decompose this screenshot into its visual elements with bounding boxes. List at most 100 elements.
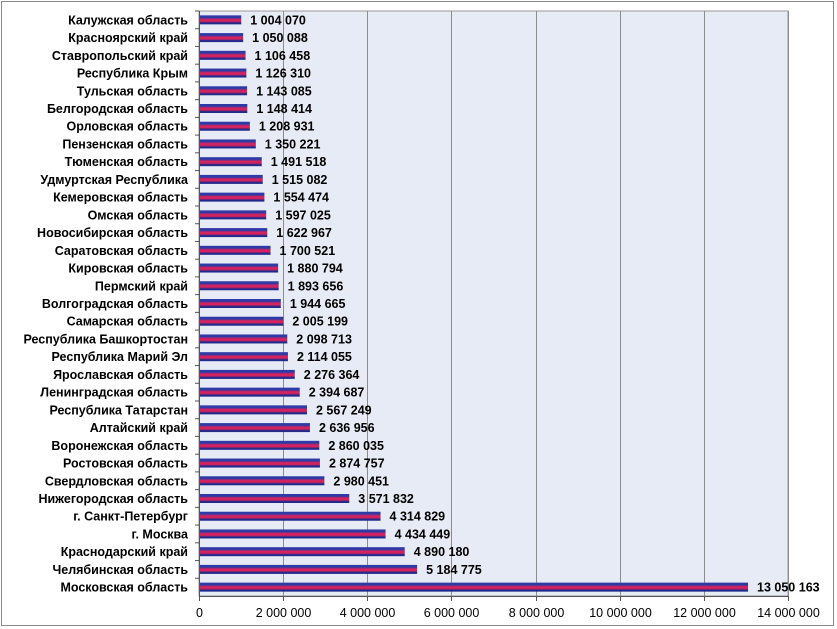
value-label: 2 860 035 [328,439,384,453]
value-label: 1 050 088 [252,31,308,45]
bar [200,15,242,25]
value-label: 13 050 163 [757,581,820,595]
category-label: Красноярский край [68,31,188,45]
value-label: 1 622 967 [276,226,332,240]
bar [200,174,263,184]
bar [200,423,310,433]
category-label: Воронежская область [51,439,188,453]
value-label: 1 148 414 [256,102,312,116]
category-label: Удмуртская Республика [40,173,189,187]
bar [200,440,320,450]
value-label: 2 394 687 [309,386,365,400]
value-label: 1 208 931 [259,120,315,134]
bar [200,281,279,291]
bar [200,387,300,397]
category-label: Челябинская область [52,563,188,577]
category-label: Тюменская область [65,155,189,169]
value-labels: 1 004 070 1 050 088 1 106 458 1 126 310 1 14… [250,13,819,594]
x-tick-label: 6 000 000 [424,606,480,620]
bar [200,121,250,131]
value-label: 4 314 829 [390,510,446,524]
category-label: Омская область [88,208,189,222]
bar [200,210,267,220]
category-label: Пензенская область [62,137,188,151]
category-label: г. Москва [132,527,190,541]
x-tick-label: 10 000 000 [589,606,652,620]
category-label: Саратовская область [55,244,189,258]
bar [200,582,749,592]
bar [200,511,381,521]
bar [200,369,295,379]
bar [200,458,320,468]
value-label: 1 554 474 [273,191,329,205]
bar [200,529,386,539]
category-label: Ярославская область [53,368,188,382]
bar [200,139,256,149]
category-label: Свердловская область [45,474,188,488]
bar [200,104,248,113]
category-label: Самарская область [67,315,189,329]
bar [200,68,247,78]
value-label: 2 636 956 [319,421,375,435]
value-label: 2 276 364 [304,368,360,382]
plot-area [198,10,789,597]
category-label: Ленинградская область [40,386,188,400]
value-label: 2 005 199 [292,315,348,329]
bar [200,192,265,202]
bar [200,86,248,96]
bar [200,50,246,60]
bar [200,245,271,255]
bar [200,228,268,238]
category-label: Ставропольский край [52,49,188,63]
value-label: 2 098 713 [296,332,352,346]
category-label: Республика Крым [77,67,188,81]
category-label: Московская область [60,581,188,595]
x-tick-label: 8 000 000 [509,606,565,620]
category-label: Республика Марий Эл [52,350,189,364]
category-label: Кемеровская область [53,191,188,205]
value-label: 1 106 458 [255,49,311,63]
bar [200,405,308,415]
bar [200,352,288,362]
x-tick-label: 0 [196,606,203,620]
value-label: 3 571 832 [358,492,414,506]
value-label: 1 700 521 [280,244,336,258]
bar [200,263,279,273]
x-tick-label: 2 000 000 [256,606,312,620]
value-label: 1 893 656 [288,279,344,293]
category-label: Новосибирская область [37,226,188,240]
value-label: 4 890 180 [414,545,470,559]
value-label: 2 874 757 [329,457,385,471]
category-label: Волгоградская область [42,297,188,311]
x-axis: 0 2 000 000 4 000 000 6 000 000 8 000 000 10 … [195,10,820,620]
category-label: Пермский край [95,279,188,293]
category-label: Орловская область [67,120,189,134]
value-label: 2 567 249 [316,403,372,417]
value-label: 1 004 070 [250,13,306,27]
category-label: Кировская область [68,262,188,276]
value-label: 2 980 451 [333,474,389,488]
value-label: 1 515 082 [272,173,328,187]
bar [200,299,281,308]
category-label: Республика Башкортостан [23,332,188,346]
value-label: 4 434 449 [395,527,451,541]
x-tick-label: 14 000 000 [757,606,820,620]
value-label: 1 880 794 [287,262,343,276]
value-label: 2 114 055 [297,350,352,364]
bar [200,476,325,486]
bar [200,33,244,43]
category-label: Тульская область [77,84,189,98]
bar [200,334,288,344]
bar [200,157,262,167]
category-label: Калужская область [68,13,188,27]
category-label: Белгородская область [47,102,188,116]
value-label: 1 597 025 [275,208,331,222]
x-tick-label: 12 000 000 [673,606,736,620]
category-label: Республика Татарстан [49,403,188,417]
category-label: г. Санкт-Петербург [73,510,188,524]
bar [200,494,350,503]
value-label: 1 491 518 [271,155,327,169]
category-label: Краснодарский край [61,545,188,559]
category-labels: Калужская область Красноярский край Ставро… [23,13,189,594]
